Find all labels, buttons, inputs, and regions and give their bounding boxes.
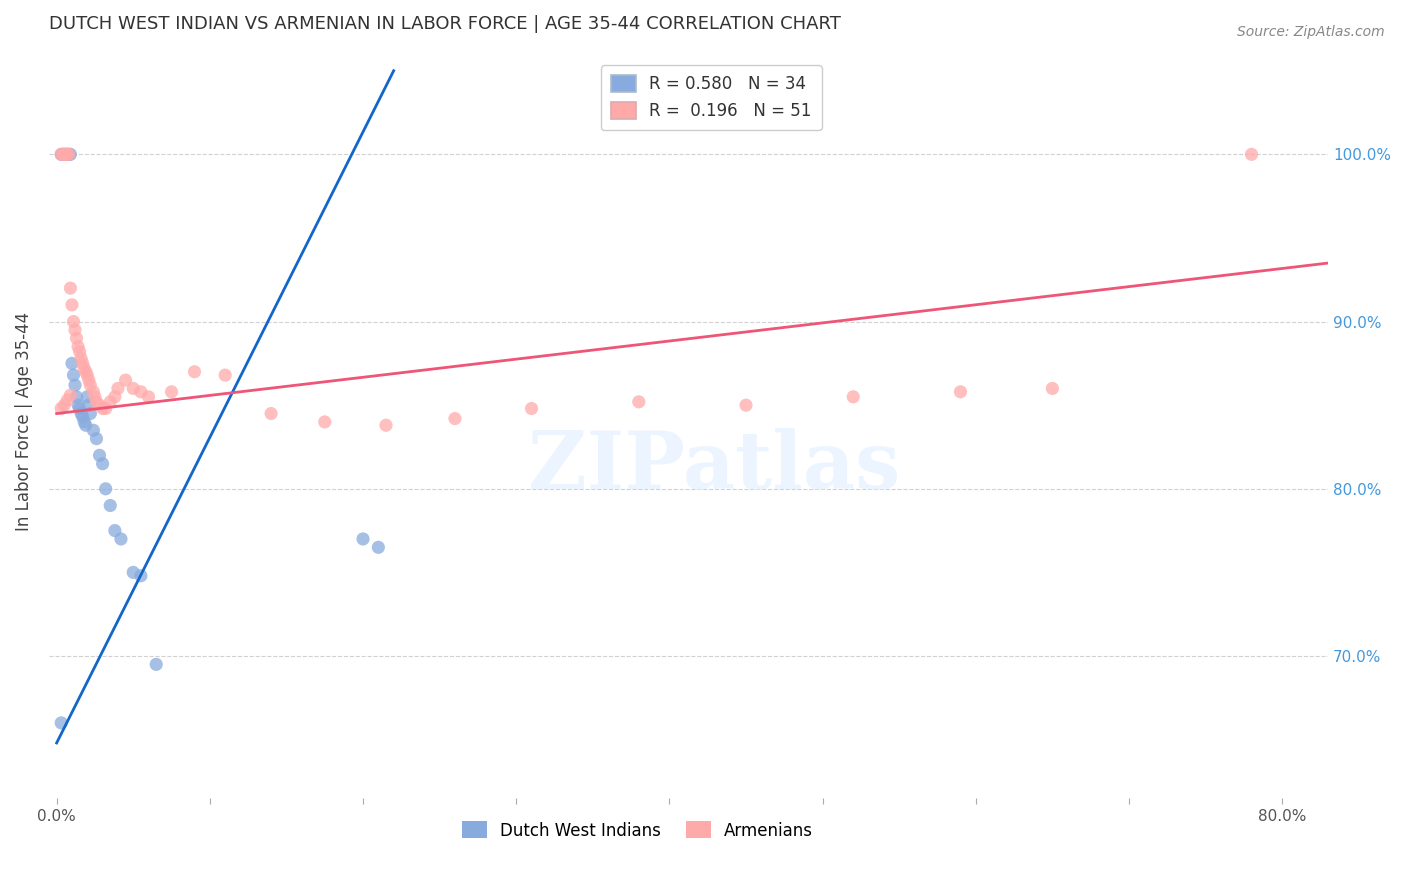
Point bbox=[104, 390, 127, 404]
Point bbox=[82, 423, 104, 437]
Point bbox=[62, 368, 84, 382]
Point bbox=[91, 401, 114, 416]
Point bbox=[77, 398, 100, 412]
Point bbox=[94, 401, 117, 416]
Point bbox=[160, 384, 183, 399]
Point bbox=[51, 715, 73, 730]
Legend: Dutch West Indians, Armenians: Dutch West Indians, Armenians bbox=[456, 814, 820, 847]
Point bbox=[59, 388, 82, 402]
Point bbox=[70, 407, 93, 421]
Point bbox=[75, 365, 97, 379]
Point bbox=[52, 147, 75, 161]
Point bbox=[58, 147, 80, 161]
Point bbox=[145, 657, 167, 672]
Point bbox=[122, 381, 145, 395]
Point bbox=[110, 532, 132, 546]
Point bbox=[60, 298, 83, 312]
Point bbox=[138, 390, 160, 404]
Point bbox=[72, 409, 94, 424]
Point bbox=[67, 340, 90, 354]
Text: ZIPatlas: ZIPatlas bbox=[529, 428, 900, 506]
Point bbox=[122, 566, 145, 580]
Point bbox=[56, 147, 79, 161]
Point bbox=[76, 368, 98, 382]
Point bbox=[73, 361, 96, 376]
Point bbox=[55, 147, 77, 161]
Point bbox=[63, 378, 86, 392]
Point bbox=[114, 373, 136, 387]
Point bbox=[67, 398, 90, 412]
Point bbox=[56, 393, 79, 408]
Point bbox=[79, 407, 101, 421]
Point bbox=[62, 315, 84, 329]
Point bbox=[520, 401, 543, 416]
Point bbox=[129, 384, 152, 399]
Point bbox=[842, 390, 865, 404]
Point bbox=[104, 524, 127, 538]
Point bbox=[444, 411, 467, 425]
Point bbox=[60, 356, 83, 370]
Point bbox=[63, 323, 86, 337]
Point bbox=[51, 147, 73, 161]
Point bbox=[91, 457, 114, 471]
Point bbox=[56, 147, 79, 161]
Point bbox=[735, 398, 758, 412]
Text: DUTCH WEST INDIAN VS ARMENIAN IN LABOR FORCE | AGE 35-44 CORRELATION CHART: DUTCH WEST INDIAN VS ARMENIAN IN LABOR F… bbox=[49, 15, 841, 33]
Point bbox=[51, 401, 73, 416]
Point bbox=[98, 499, 121, 513]
Point bbox=[52, 147, 75, 161]
Point bbox=[89, 398, 111, 412]
Point bbox=[70, 351, 93, 366]
Point bbox=[51, 147, 73, 161]
Point bbox=[59, 147, 82, 161]
Text: Source: ZipAtlas.com: Source: ZipAtlas.com bbox=[1237, 25, 1385, 39]
Point bbox=[73, 415, 96, 429]
Y-axis label: In Labor Force | Age 35-44: In Labor Force | Age 35-44 bbox=[15, 312, 32, 532]
Point bbox=[53, 147, 76, 161]
Point bbox=[86, 432, 108, 446]
Point bbox=[98, 394, 121, 409]
Point bbox=[58, 147, 80, 161]
Point bbox=[314, 415, 336, 429]
Point bbox=[94, 482, 117, 496]
Point bbox=[129, 568, 152, 582]
Point bbox=[72, 356, 94, 370]
Point bbox=[84, 390, 107, 404]
Point bbox=[1240, 147, 1263, 161]
Point bbox=[627, 394, 650, 409]
Point bbox=[76, 390, 98, 404]
Point bbox=[77, 373, 100, 387]
Point bbox=[89, 448, 111, 462]
Point bbox=[75, 418, 97, 433]
Point bbox=[59, 281, 82, 295]
Point bbox=[53, 398, 76, 412]
Point bbox=[214, 368, 236, 382]
Point bbox=[65, 390, 87, 404]
Point bbox=[949, 384, 972, 399]
Point bbox=[65, 331, 87, 345]
Point bbox=[79, 378, 101, 392]
Point bbox=[375, 418, 398, 433]
Point bbox=[260, 407, 283, 421]
Point bbox=[82, 384, 104, 399]
Point bbox=[69, 344, 91, 359]
Point bbox=[183, 365, 205, 379]
Point bbox=[1040, 381, 1063, 395]
Point bbox=[53, 147, 76, 161]
Point bbox=[367, 541, 389, 555]
Point bbox=[352, 532, 374, 546]
Point bbox=[86, 394, 108, 409]
Point bbox=[69, 401, 91, 416]
Point bbox=[107, 381, 129, 395]
Point bbox=[55, 147, 77, 161]
